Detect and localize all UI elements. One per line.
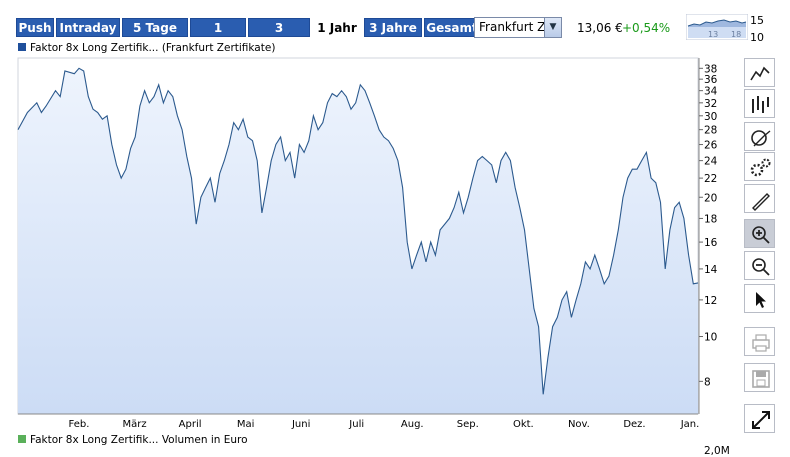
volume-legend-swatch xyxy=(18,435,26,443)
settings-gears-button[interactable] xyxy=(744,152,775,181)
period-button-3-monate[interactable]: 3 Monate xyxy=(248,18,310,54)
period-button-3-jahre[interactable]: 3 Jahre xyxy=(364,18,422,37)
x-tick-label: Juni xyxy=(291,419,310,430)
x-tick-label: Jan. xyxy=(680,419,700,430)
draw-pen-button[interactable] xyxy=(744,184,775,213)
price-legend-swatch xyxy=(18,43,26,51)
zoom-in-icon xyxy=(752,226,770,244)
x-tick-label: Sep. xyxy=(457,419,479,430)
x-tick-label: Dez. xyxy=(623,419,645,430)
y-tick-label: 32 xyxy=(704,98,717,110)
period-button-push[interactable]: Push xyxy=(16,18,54,37)
fullscreen-icon xyxy=(752,411,770,429)
print-icon xyxy=(752,334,770,352)
price-area xyxy=(18,68,698,415)
zoom-out-icon xyxy=(752,258,770,276)
period-button-gesamt[interactable]: Gesamt xyxy=(424,18,480,37)
volume-legend: Faktor 8x Long Zertifik... Volumen in Eu… xyxy=(18,434,248,446)
fullscreen-button[interactable] xyxy=(744,404,775,433)
indicator-button[interactable] xyxy=(744,122,775,151)
save-icon xyxy=(752,370,770,388)
y-tick-label: 36 xyxy=(704,74,718,86)
volume-axis-label: 2,0M xyxy=(704,445,730,457)
period-button-5-tage[interactable]: 5 Tage xyxy=(122,18,188,37)
exchange-select[interactable]: Frankfurt Ze ▼ xyxy=(474,17,562,38)
y-tick-label: 26 xyxy=(704,140,718,152)
exchange-select-value: Frankfurt Ze xyxy=(479,20,553,34)
y-tick-label: 10 xyxy=(704,332,717,344)
price-change: +0,54% xyxy=(622,21,671,35)
zoom-out-button[interactable] xyxy=(744,251,775,280)
chevron-down-icon[interactable]: ▼ xyxy=(544,18,561,37)
x-tick-label: Feb. xyxy=(69,419,90,430)
mini-chart-min-label: 10 xyxy=(750,31,764,44)
y-tick-label: 16 xyxy=(704,237,718,249)
period-button-1-jahr[interactable]: 1 Jahr xyxy=(312,18,362,37)
y-tick-label: 38 xyxy=(704,63,717,75)
y-tick-label: 12 xyxy=(704,295,717,307)
y-tick-label: 20 xyxy=(704,192,717,204)
x-tick-label: Aug. xyxy=(401,419,424,430)
y-tick-label: 14 xyxy=(704,264,718,276)
y-tick-label: 22 xyxy=(704,173,717,185)
y-tick-label: 8 xyxy=(704,376,711,388)
draw-pen-icon xyxy=(752,193,770,211)
price-legend: Faktor 8x Long Zertifik... (Frankfurt Ze… xyxy=(18,42,275,54)
line-chart-button[interactable] xyxy=(744,58,775,87)
y-tick-label: 24 xyxy=(704,156,718,168)
line-chart-icon xyxy=(750,66,770,81)
mini-chart-max-label: 15 xyxy=(750,14,764,27)
period-button-intraday[interactable]: Intraday xyxy=(56,18,120,37)
y-tick-label: 28 xyxy=(704,125,717,137)
mini-chart-label-1: 13 xyxy=(708,30,718,39)
zoom-in-button[interactable] xyxy=(744,219,775,248)
x-tick-label: Okt. xyxy=(513,419,534,430)
x-tick-label: März xyxy=(122,419,146,430)
price-line xyxy=(17,67,699,395)
print-button[interactable] xyxy=(744,327,775,356)
y-tick-label: 30 xyxy=(704,111,717,123)
mini-chart-label-2: 18 xyxy=(731,30,741,39)
x-tick-label: Juli xyxy=(348,419,364,430)
x-tick-label: Mai xyxy=(237,419,255,430)
pointer-button[interactable] xyxy=(744,284,775,313)
settings-gears-icon xyxy=(750,158,771,177)
save-button[interactable] xyxy=(744,363,775,392)
price-legend-label: Faktor 8x Long Zertifik... (Frankfurt Ze… xyxy=(30,42,276,54)
indicator-icon xyxy=(751,130,771,147)
mini-chart-thumbnail[interactable]: 13 18 xyxy=(686,14,748,40)
ohlc-chart-button[interactable] xyxy=(744,89,775,118)
volume-legend-label: Faktor 8x Long Zertifik... Volumen in Eu… xyxy=(30,434,248,446)
period-button-1-monat[interactable]: 1 Monat xyxy=(190,18,246,54)
y-tick-label: 18 xyxy=(704,213,717,225)
x-tick-label: Nov. xyxy=(568,419,590,430)
x-tick-label: April xyxy=(179,419,202,430)
y-tick-label: 34 xyxy=(704,86,718,98)
last-price: 13,06 € xyxy=(577,21,623,35)
ohlc-chart-icon xyxy=(752,96,769,113)
pointer-icon xyxy=(756,292,766,308)
